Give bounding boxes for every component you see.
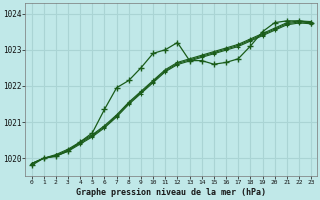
- X-axis label: Graphe pression niveau de la mer (hPa): Graphe pression niveau de la mer (hPa): [76, 188, 266, 197]
